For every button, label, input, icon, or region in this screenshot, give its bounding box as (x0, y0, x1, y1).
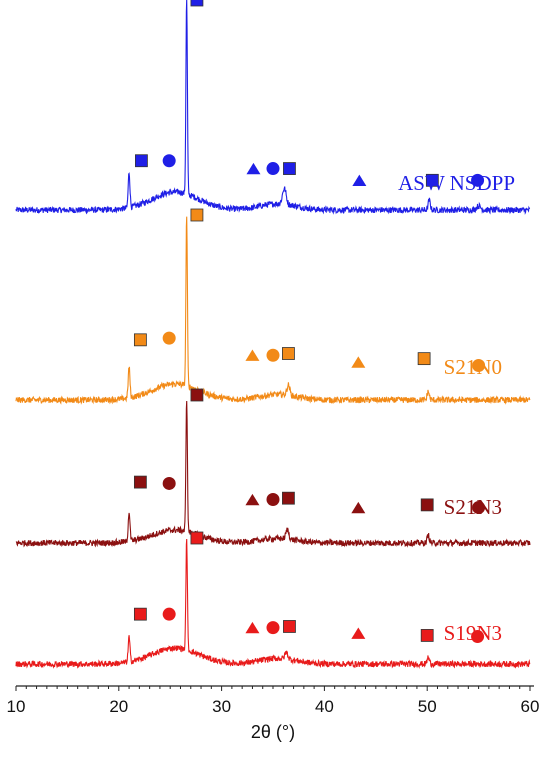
x-axis-ticks: 10 20 30 40 50 60 (7, 686, 540, 716)
marker-triangle (351, 501, 366, 514)
marker-square (133, 333, 147, 347)
marker-square (425, 173, 439, 187)
marker-triangle (245, 349, 260, 361)
trace-asw-nsdpp (15, 0, 531, 215)
marker-circle (471, 173, 485, 187)
marker-triangle (351, 627, 366, 639)
marker-square (420, 629, 434, 642)
marker-circle (266, 162, 280, 176)
series-label: S19N3 (444, 621, 502, 645)
series-label: ASW NSDPP (398, 171, 515, 195)
marker-square (133, 475, 147, 489)
marker-circle (266, 348, 280, 362)
marker-circle (162, 607, 176, 621)
marker-square (135, 154, 148, 168)
marker-square (190, 388, 204, 402)
trace-s21n3 (15, 400, 531, 548)
phase-markers-layer (133, 0, 486, 644)
marker-square (282, 491, 295, 505)
marker-circle (162, 154, 176, 168)
marker-circle (162, 476, 176, 490)
marker-triangle (246, 162, 261, 175)
marker-circle (472, 501, 486, 515)
marker-square (190, 0, 204, 7)
marker-square (190, 208, 204, 222)
marker-square (190, 531, 204, 545)
trace-s19n3 (15, 538, 531, 670)
series-label: S21N0 (444, 355, 502, 379)
marker-square (420, 498, 434, 512)
marker-triangle (245, 621, 260, 634)
marker-square (283, 620, 296, 633)
x-axis-title: 2θ (°) (251, 722, 295, 742)
marker-circle (266, 621, 280, 635)
marker-circle (162, 331, 176, 345)
marker-square (282, 347, 295, 360)
marker-square (417, 352, 431, 366)
marker-circle (266, 493, 280, 507)
marker-triangle (245, 493, 260, 506)
x-tick-label: 30 (212, 697, 231, 716)
trace-s21n0 (15, 216, 531, 405)
traces-layer (15, 0, 531, 670)
x-tick-label: 50 (418, 697, 437, 716)
x-tick-label: 20 (109, 697, 128, 716)
marker-triangle (352, 174, 367, 187)
marker-triangle (351, 356, 366, 368)
marker-square (283, 162, 296, 175)
x-tick-label: 40 (315, 697, 334, 716)
x-tick-label: 60 (521, 697, 540, 716)
marker-circle (471, 630, 485, 644)
x-axis: 10 20 30 40 50 60 2θ (°) (7, 685, 540, 742)
marker-square (133, 607, 147, 621)
x-tick-label: 10 (7, 697, 26, 716)
series-label: S21N3 (444, 495, 502, 519)
series-labels-layer: ASW NSDPP S21N0 S21N3 S19N3 (398, 171, 515, 645)
marker-circle (472, 358, 486, 372)
